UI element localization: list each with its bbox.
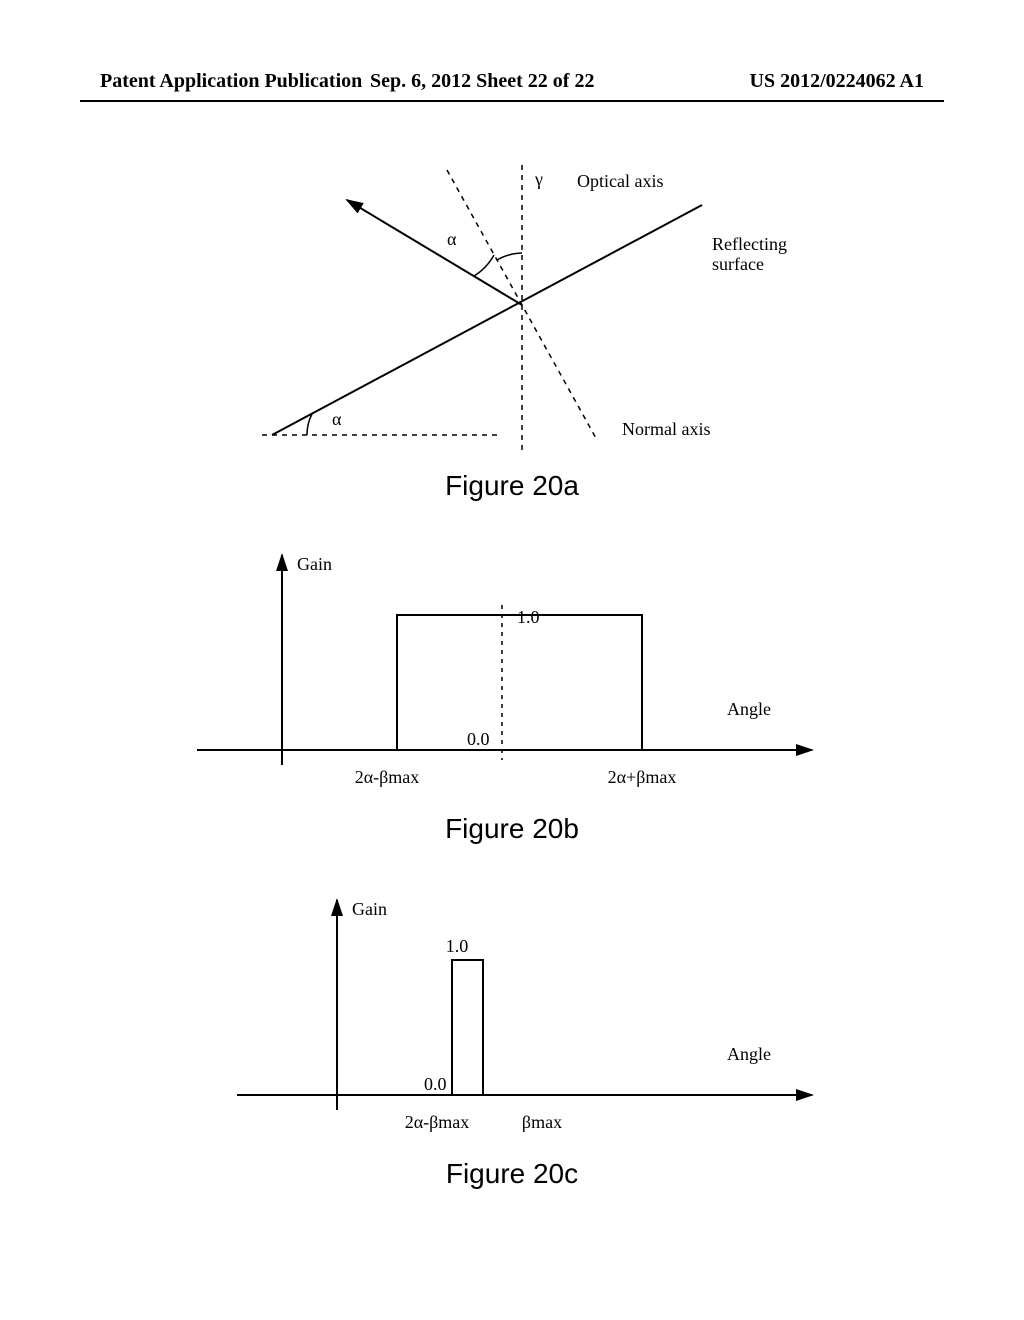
label-reflecting-surface: Reflectingsurface — [712, 234, 787, 274]
label-alpha-lower: α — [332, 409, 342, 429]
label-normal-axis: Normal axis — [622, 419, 710, 439]
label-optical-axis: Optical axis — [577, 171, 663, 191]
label-0.0-b: 0.0 — [467, 729, 490, 749]
label-angle-b: Angle — [727, 699, 771, 719]
label-gain-c: Gain — [352, 899, 387, 919]
label-1.0-c: 1.0 — [446, 936, 469, 956]
label-xleft-b: 2α-βmax — [355, 767, 420, 787]
label-alpha-upper: α — [447, 229, 457, 249]
caption-20b: Figure 20b — [162, 813, 862, 845]
header-divider — [80, 100, 944, 102]
label-xright-c: βmax — [522, 1112, 562, 1132]
label-gamma: γ — [534, 169, 543, 189]
header-patent-number: US 2012/0224062 A1 — [750, 70, 924, 93]
figure-20b: Gain 1.0 0.0 Angle 2α-βmax 2α+βmax Figur… — [162, 535, 862, 815]
header-publication: Patent Application Publication — [100, 70, 362, 93]
figure-20c: Gain 1.0 0.0 Angle 2α-βmax βmax Figure 2… — [162, 880, 862, 1160]
caption-20c: Figure 20c — [162, 1158, 862, 1190]
label-xright-b: 2α+βmax — [608, 767, 677, 787]
header-date-sheet: Sep. 6, 2012 Sheet 22 of 22 — [370, 70, 594, 93]
caption-20a: Figure 20a — [212, 470, 812, 502]
label-0.0-c: 0.0 — [424, 1074, 447, 1094]
label-gain-b: Gain — [297, 554, 332, 574]
label-xleft-c: 2α-βmax — [405, 1112, 470, 1132]
label-1.0-b: 1.0 — [517, 607, 540, 627]
figure-20a: γ Optical axis α Reflectingsurface Norma… — [212, 150, 812, 470]
label-angle-c: Angle — [727, 1044, 771, 1064]
